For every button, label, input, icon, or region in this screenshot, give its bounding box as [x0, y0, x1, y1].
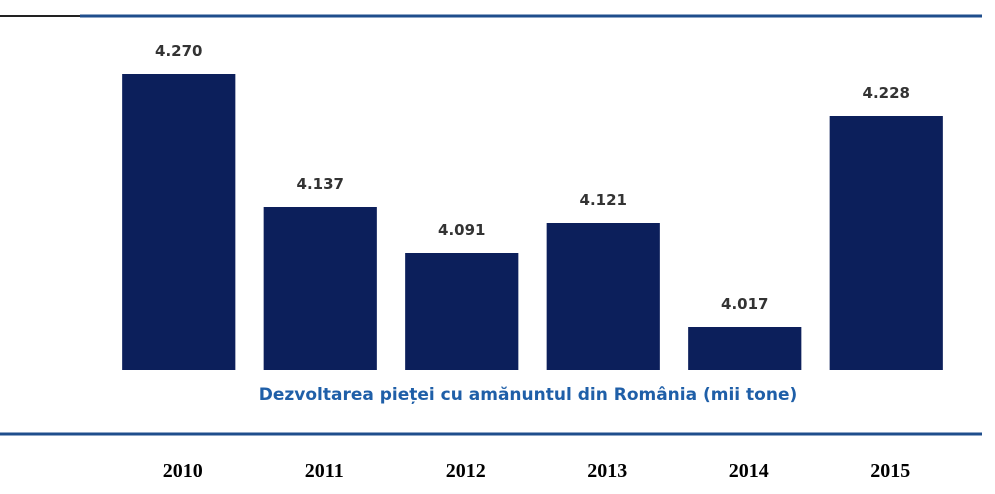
- x-tick-label: 2012: [446, 460, 486, 482]
- bar: [829, 116, 943, 370]
- data-label: 4.228: [863, 84, 910, 102]
- x-tick-label: 2015: [870, 460, 910, 482]
- bar: [546, 223, 660, 370]
- data-label: 4.091: [438, 221, 485, 239]
- bar: [405, 253, 519, 370]
- x-tick-label: 2013: [587, 460, 627, 482]
- data-label: 4.270: [155, 42, 202, 60]
- bar: [688, 327, 802, 370]
- bar: [263, 207, 377, 370]
- data-label: 4.137: [297, 175, 344, 193]
- x-tick-label: 2014: [729, 460, 769, 482]
- chart-title: Dezvoltarea pieței cu amănuntul din Româ…: [259, 385, 798, 405]
- data-label: 4.017: [721, 295, 768, 313]
- x-tick-label: 2010: [163, 460, 203, 482]
- bar: [122, 74, 236, 370]
- x-tick-label: 2011: [305, 460, 344, 482]
- data-label: 4.121: [580, 191, 627, 209]
